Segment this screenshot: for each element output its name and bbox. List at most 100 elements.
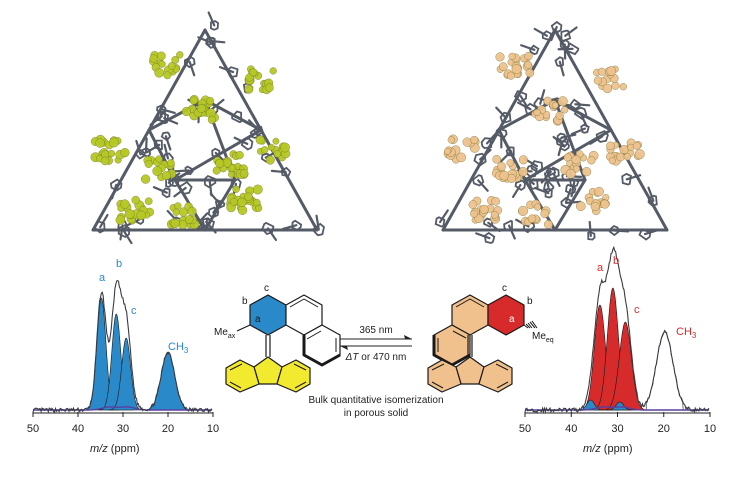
framework-linker xyxy=(609,128,669,232)
framework-arene-ring xyxy=(587,230,596,241)
framework-bond xyxy=(552,172,561,188)
guest-atom-sphere xyxy=(571,155,581,165)
framework-arene-ring xyxy=(203,174,217,189)
guest-atom-sphere xyxy=(152,166,162,176)
guest-atom-sphere xyxy=(187,206,197,216)
guest-atom-sphere xyxy=(518,167,528,177)
framework-bond xyxy=(144,137,148,154)
framework-bond xyxy=(588,220,592,237)
peak-label-a: a xyxy=(597,262,604,274)
x-tick-label: 20 xyxy=(162,423,174,435)
framework-arene-ring xyxy=(494,127,508,140)
guest-atom-sphere xyxy=(616,152,625,162)
equilibrium-arrows: 365 nm ΔT or 470 nm xyxy=(340,325,412,363)
guest-atom-sphere xyxy=(181,106,191,117)
framework-arene-ring xyxy=(183,55,196,69)
guest-atom-sphere xyxy=(255,204,263,212)
guest-atom-sphere xyxy=(115,215,126,225)
guest-atom-sphere xyxy=(499,62,508,71)
peak-label-ch3: CH3 xyxy=(168,341,189,355)
framework-bond xyxy=(564,26,578,37)
guest-atom-sphere xyxy=(619,145,629,155)
guest-atom-sphere xyxy=(249,68,258,77)
peak-label-c: c xyxy=(131,305,137,317)
framework-arene-ring xyxy=(253,125,264,136)
guest-atom-sphere xyxy=(252,184,263,195)
framework-bond xyxy=(517,101,532,111)
framework-bond xyxy=(188,60,196,77)
framework-bond xyxy=(508,224,516,240)
framework-arene-ring xyxy=(525,164,538,178)
guest-atom-sphere xyxy=(565,168,576,179)
guest-atom-sphere xyxy=(228,171,235,178)
caption: Bulk quantitative isomerization in porou… xyxy=(308,395,443,419)
framework-bond xyxy=(564,188,572,204)
guest-atom-sphere xyxy=(207,115,216,124)
framework-arene-ring xyxy=(93,220,106,234)
framework-bond xyxy=(152,186,168,194)
guest-atom-sphere xyxy=(265,83,274,92)
guest-atom-sphere xyxy=(172,208,180,216)
framework-arene-ring xyxy=(621,172,632,186)
framework-bond xyxy=(211,98,225,110)
framework-bond xyxy=(212,199,223,214)
framework-arene-ring xyxy=(231,110,243,124)
guest-atom-sphere xyxy=(131,195,140,205)
framework-bond xyxy=(574,103,591,107)
guest-atom-sphere xyxy=(587,156,596,165)
guest-atom-sphere xyxy=(492,155,501,164)
framework-arene-ring xyxy=(471,174,485,187)
guest-atom-sphere xyxy=(170,218,180,228)
fluorene-benzo-left xyxy=(427,359,462,393)
framework-bond xyxy=(550,25,558,42)
guest-atom-sphere xyxy=(479,204,489,214)
guest-atom-sphere xyxy=(619,83,627,91)
framework-bond xyxy=(579,112,588,128)
framework-bond xyxy=(570,127,586,136)
framework-bond xyxy=(643,228,660,236)
guest-atom-sphere xyxy=(540,209,550,219)
guest-atom-sphere xyxy=(255,135,265,145)
guest-atom-sphere xyxy=(215,158,225,168)
framework-bond xyxy=(163,117,179,125)
guest-atom-sphere xyxy=(490,210,499,219)
guest-atom-sphere xyxy=(235,151,244,160)
framework-bond xyxy=(122,230,133,245)
guest-atom-sphere xyxy=(551,101,559,109)
guest-atom-sphere xyxy=(600,199,610,209)
guest-atom-sphere xyxy=(120,148,130,158)
framework-arene-ring xyxy=(178,180,193,195)
molecule-left-structure: b c a Meax xyxy=(214,283,341,393)
framework-bond xyxy=(207,11,216,27)
spectrum-component-peak xyxy=(645,331,684,411)
guest-atom-sphere xyxy=(167,159,175,167)
guest-atom-sphere xyxy=(525,68,535,78)
framework-bond xyxy=(173,169,190,173)
guest-atom-sphere xyxy=(149,54,158,63)
reverse-arrowhead xyxy=(340,346,348,350)
framework-bond xyxy=(281,224,298,231)
guest-atom-sphere xyxy=(470,135,479,144)
guest-atom-sphere xyxy=(144,159,153,168)
framework-arene-ring xyxy=(530,160,544,173)
framework-arene-ring xyxy=(542,180,555,193)
framework-arene-ring xyxy=(211,147,221,158)
framework-bond xyxy=(558,60,565,77)
framework-bond xyxy=(146,143,161,154)
spectrum-left-x-label: m/z (ppm) xyxy=(90,443,140,455)
guest-atom-sphere xyxy=(634,149,645,160)
framework-arene-ring xyxy=(513,90,528,104)
guest-atom-sphere xyxy=(597,67,606,76)
atom-label-a: a xyxy=(509,314,515,325)
guest-atom-sphere xyxy=(444,147,451,155)
guest-atom-sphere xyxy=(508,52,516,60)
framework-bond xyxy=(613,229,630,233)
mof-structure-right xyxy=(434,20,669,244)
guest-atom-sphere xyxy=(230,198,238,206)
guest-atom-sphere xyxy=(206,97,215,105)
framework-bond xyxy=(557,140,564,157)
guest-atom-sphere xyxy=(470,209,478,218)
fluorene-benzo-right xyxy=(478,359,513,393)
framework-bond xyxy=(534,187,550,195)
guest-atom-sphere xyxy=(109,137,119,148)
